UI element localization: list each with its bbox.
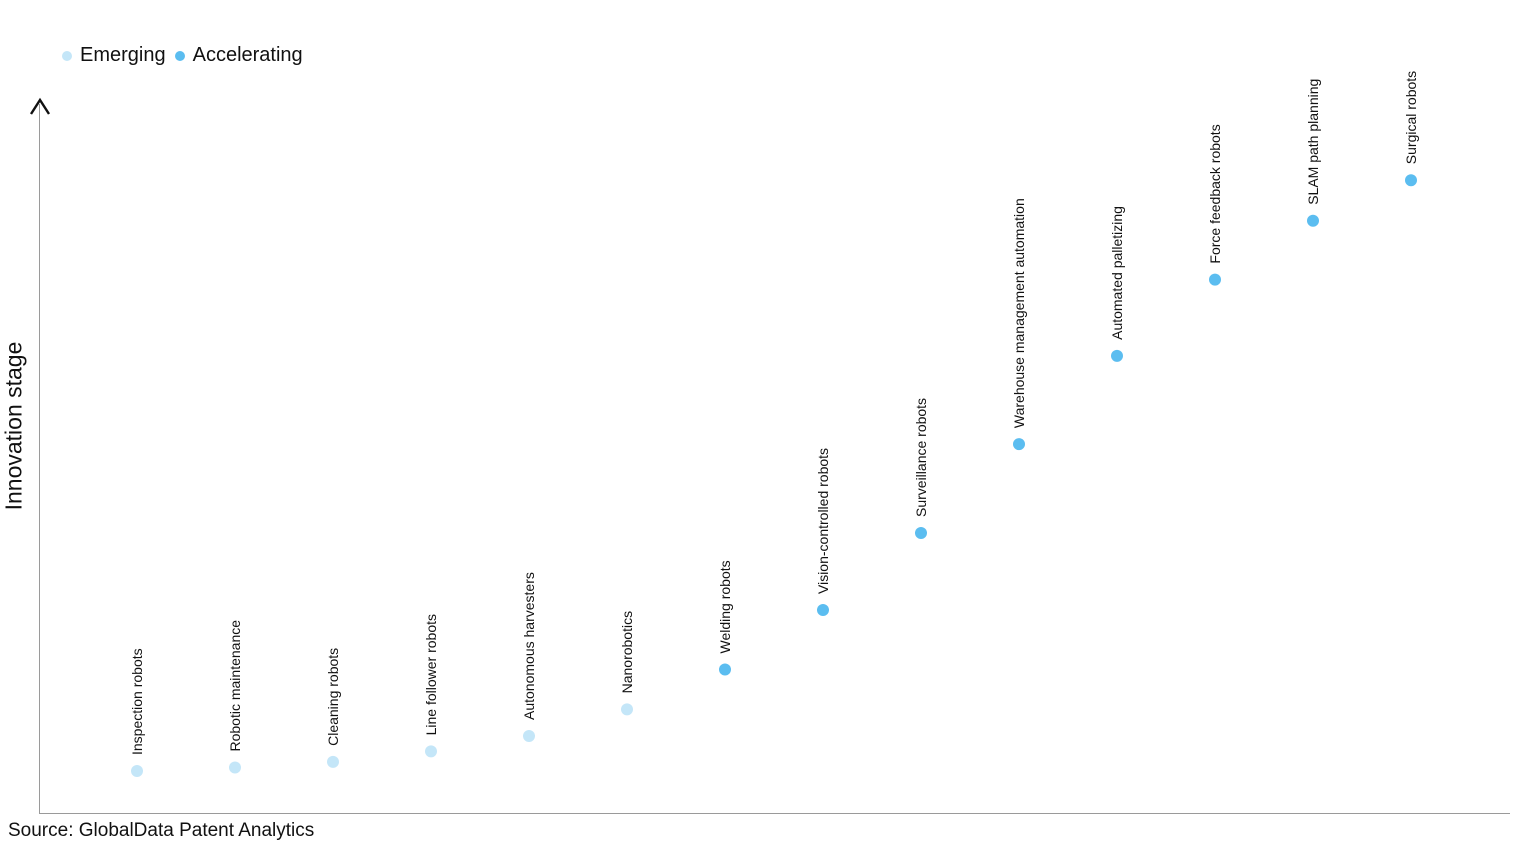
data-point-group: Nanorobotics — [619, 611, 635, 716]
data-point-marker — [523, 730, 535, 742]
data-point-marker — [719, 663, 731, 676]
legend-item-emerging: Emerging — [62, 44, 166, 67]
data-point-label: Robotic maintenance — [227, 620, 243, 752]
data-point-marker — [1111, 349, 1123, 362]
chart-legend: Emerging Accelerating — [62, 44, 312, 67]
legend-dot-emerging — [62, 50, 72, 61]
data-point-marker — [131, 765, 143, 777]
data-point-group: Surgical robots — [1403, 71, 1419, 187]
data-point-group: Surveillance robots — [913, 398, 929, 539]
data-point-label: Welding robots — [717, 560, 733, 653]
data-point-label: Autonomous harvesters — [521, 572, 537, 720]
data-point-marker — [327, 755, 339, 768]
legend-item-accelerating: Accelerating — [174, 44, 303, 67]
data-point-group: Vision-controlled robots — [815, 448, 831, 616]
data-point-label: Cleaning robots — [325, 648, 341, 746]
source-note: Source: GlobalData Patent Analytics — [8, 820, 315, 841]
data-point-label: Surveillance robots — [913, 398, 929, 517]
data-point-marker — [817, 604, 829, 616]
data-point-group: Cleaning robots — [325, 648, 341, 768]
data-point-group: Robotic maintenance — [227, 620, 243, 774]
legend-label-accelerating: Accelerating — [192, 44, 303, 66]
data-point-marker — [621, 703, 633, 716]
data-point-label: SLAM path planning — [1305, 79, 1321, 205]
data-point-group: Autonomous harvesters — [521, 572, 537, 742]
legend-dot-accelerating — [174, 50, 185, 61]
data-point-label: Surgical robots — [1403, 71, 1419, 164]
y-axis-arrow-icon — [29, 97, 51, 115]
data-point-label: Automated palletizing — [1109, 206, 1125, 340]
data-point-label: Inspection robots — [129, 648, 145, 755]
data-point-marker — [1405, 174, 1417, 187]
data-point-label: Vision-controlled robots — [815, 448, 831, 594]
data-point-group: Automated palletizing — [1109, 206, 1125, 362]
data-point-group: Welding robots — [717, 560, 733, 676]
legend-label-emerging: Emerging — [80, 44, 166, 66]
data-point-marker — [1209, 273, 1221, 286]
data-point-label: Warehouse management automation — [1011, 198, 1027, 428]
data-point-group: Line follower robots — [423, 614, 439, 758]
data-point-group: Force feedback robots — [1207, 124, 1223, 286]
data-point-marker — [1013, 438, 1025, 451]
data-point-marker — [229, 761, 241, 774]
data-points-layer: Inspection robots Robotic maintenance Clea… — [129, 71, 1419, 777]
data-point-marker — [1307, 214, 1319, 227]
data-point-label: Line follower robots — [423, 614, 439, 735]
data-point-marker — [915, 527, 927, 539]
data-point-group: Inspection robots — [129, 648, 145, 777]
data-point-marker — [425, 745, 437, 758]
data-point-group: Warehouse management automation — [1011, 198, 1027, 451]
data-point-group: SLAM path planning — [1305, 79, 1321, 227]
data-point-label: Force feedback robots — [1207, 124, 1223, 263]
data-point-label: Nanorobotics — [619, 611, 635, 694]
